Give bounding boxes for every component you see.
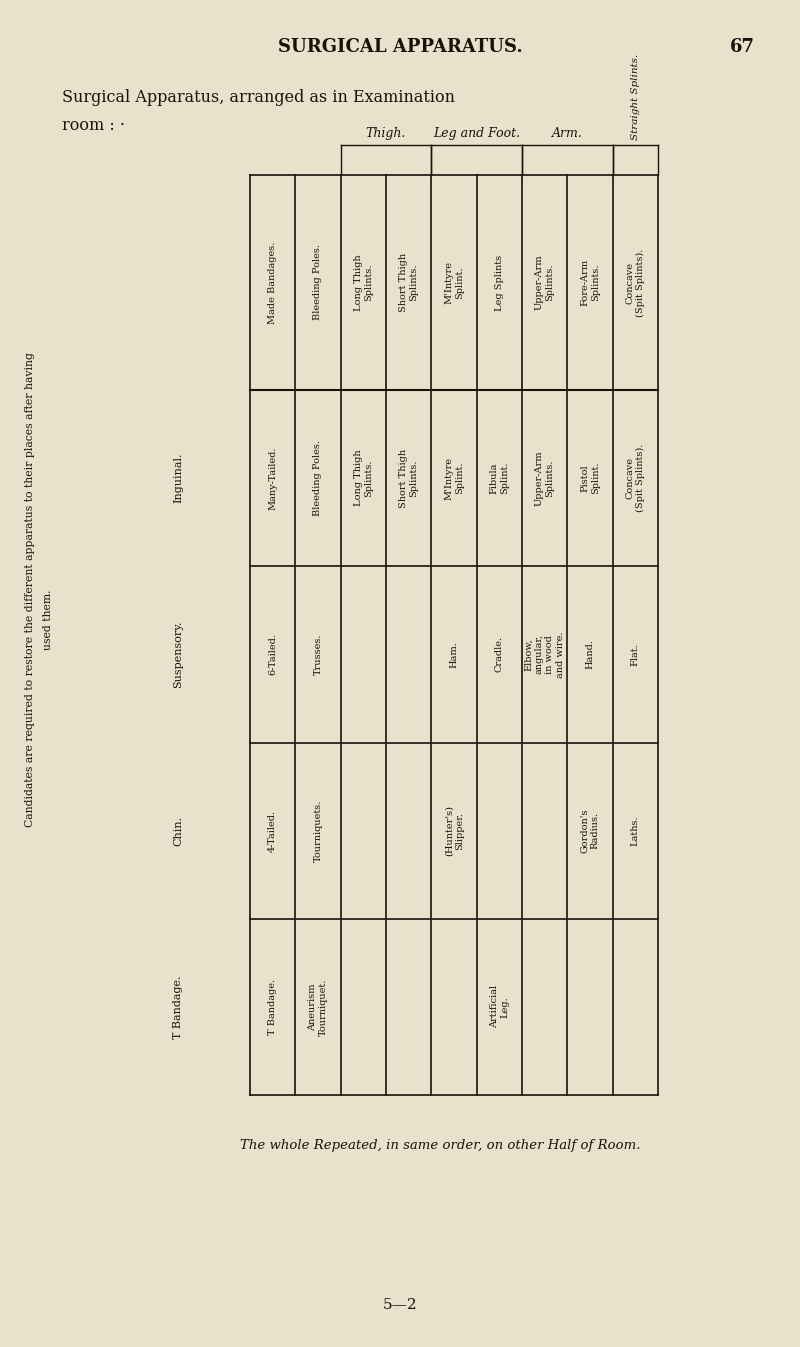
Text: T Bandage.: T Bandage. bbox=[173, 975, 183, 1039]
Text: Leg Splints: Leg Splints bbox=[495, 255, 504, 311]
Text: Ham.: Ham. bbox=[450, 641, 458, 668]
Text: Pistol
Splint.: Pistol Splint. bbox=[580, 462, 600, 494]
Text: Hand.: Hand. bbox=[586, 640, 594, 669]
Text: 6-Tailed.: 6-Tailed. bbox=[268, 633, 277, 675]
Text: Many-Tailed.: Many-Tailed. bbox=[268, 446, 277, 511]
Text: Upper-Arm
Splints.: Upper-Arm Splints. bbox=[535, 255, 554, 310]
Text: Bleeding Poles.: Bleeding Poles. bbox=[314, 245, 322, 321]
Text: Made Bandages.: Made Bandages. bbox=[268, 241, 277, 323]
Text: Laths.: Laths. bbox=[631, 815, 640, 846]
Text: Long Thigh
Splints.: Long Thigh Splints. bbox=[354, 450, 373, 506]
Text: Short Thigh
Splints.: Short Thigh Splints. bbox=[399, 449, 418, 508]
Text: 67: 67 bbox=[730, 38, 755, 57]
Text: Candidates are required to restore the different apparatus to their places after: Candidates are required to restore the d… bbox=[25, 353, 35, 827]
Text: 5—2: 5—2 bbox=[382, 1299, 418, 1312]
Text: M'Intyre
Splint.: M'Intyre Splint. bbox=[444, 457, 464, 500]
Text: Arm.: Arm. bbox=[552, 127, 582, 140]
Text: Bleeding Poles.: Bleeding Poles. bbox=[314, 440, 322, 516]
Text: Tourniquets.: Tourniquets. bbox=[314, 799, 322, 862]
Text: Gordon's
Radius.: Gordon's Radius. bbox=[580, 808, 600, 853]
Text: SURGICAL APPARATUS.: SURGICAL APPARATUS. bbox=[278, 38, 522, 57]
Text: Suspensory.: Suspensory. bbox=[173, 621, 183, 688]
Text: (Hunter's)
Slipper.: (Hunter's) Slipper. bbox=[444, 806, 464, 857]
Text: Thigh.: Thigh. bbox=[366, 127, 406, 140]
Text: Fore-Arm
Splints.: Fore-Arm Splints. bbox=[580, 259, 600, 306]
Text: Upper-Arm
Splints.: Upper-Arm Splints. bbox=[535, 450, 554, 506]
Text: 4-Tailed.: 4-Tailed. bbox=[268, 810, 277, 851]
Text: Fibula
Splint.: Fibula Splint. bbox=[490, 462, 509, 494]
Text: Straight Splints.: Straight Splints. bbox=[631, 54, 640, 140]
Text: Cradle.: Cradle. bbox=[495, 636, 504, 672]
Text: used them.: used them. bbox=[43, 590, 53, 651]
Text: Trusses.: Trusses. bbox=[314, 633, 322, 675]
Text: The whole Repeated, in same order, on other Half of Room.: The whole Repeated, in same order, on ot… bbox=[240, 1138, 640, 1152]
Text: Concave
(Spit Splints).: Concave (Spit Splints). bbox=[626, 248, 645, 317]
Text: Long Thigh
Splints.: Long Thigh Splints. bbox=[354, 255, 373, 311]
Text: Concave
(Spit Splints).: Concave (Spit Splints). bbox=[626, 445, 645, 512]
Text: Elbow,
angular,
in wood
and wire.: Elbow, angular, in wood and wire. bbox=[525, 632, 565, 678]
Text: Flat.: Flat. bbox=[631, 643, 640, 665]
Text: Chin.: Chin. bbox=[173, 815, 183, 846]
Text: M'Intyre
Splint.: M'Intyre Splint. bbox=[444, 261, 464, 304]
Text: Artificial
Leg.: Artificial Leg. bbox=[490, 986, 509, 1028]
Text: Surgical Apparatus, arranged as in Examination: Surgical Apparatus, arranged as in Exami… bbox=[62, 89, 455, 106]
Text: Leg and Foot.: Leg and Foot. bbox=[433, 127, 520, 140]
Text: room : ·: room : · bbox=[62, 117, 125, 135]
Text: Aneurism
Tourniquet.: Aneurism Tourniquet. bbox=[308, 978, 328, 1036]
Text: Inguinal.: Inguinal. bbox=[173, 453, 183, 504]
Text: Short Thigh
Splints.: Short Thigh Splints. bbox=[399, 253, 418, 313]
Text: T Bandage.: T Bandage. bbox=[268, 979, 277, 1034]
